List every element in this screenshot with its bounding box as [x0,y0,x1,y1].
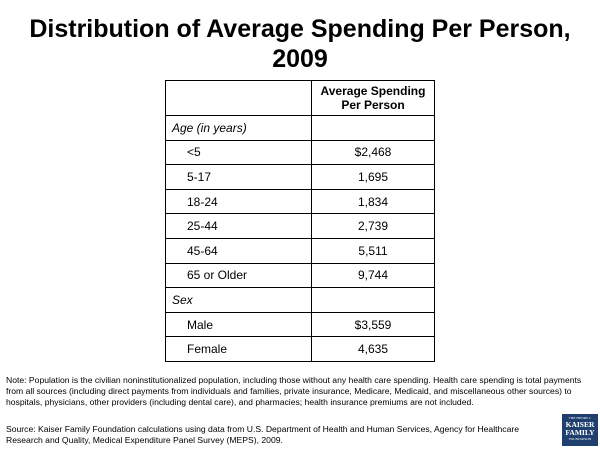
row-value: 1,695 [311,164,435,190]
row-value: 9,744 [311,262,435,289]
logo-line2a: KAISER [565,420,595,429]
kaiser-foundation-logo: THE HENRY J. KAISER FAMILY FOUNDATION [562,414,598,446]
row-group: 25-44 [165,213,312,239]
row-group: Female [165,336,312,362]
table-row: Male $3,559 [165,311,435,338]
section-row-sex: Sex [165,287,435,313]
page-title: Distribution of Average Spending Per Per… [29,15,571,73]
section-label-age: Age (in years) [165,115,312,141]
row-group: <5 [165,139,312,166]
source-note: Source: Kaiser Family Foundation calcula… [6,424,520,445]
table-header-row: Average Spending Per Person [165,80,435,116]
table-row: Female 4,635 [165,336,435,362]
logo-line3: FOUNDATION [568,437,592,441]
row-group: 5-17 [165,164,312,190]
table-row: <5 $2,468 [165,139,435,166]
row-value: 2,739 [311,213,435,239]
row-value: $3,559 [311,311,435,338]
row-value: 1,834 [311,188,435,215]
row-group: 65 or Older [165,262,312,289]
table-row: 65 or Older 9,744 [165,262,435,289]
spending-table: Average Spending Per Person Age (in year… [165,80,435,362]
logo-line2b: FAMILY [565,428,595,437]
table-row: 18-24 1,834 [165,188,435,215]
table-row: 45-64 5,511 [165,237,435,264]
section-row-age: Age (in years) [165,115,435,141]
section-empty-cell [311,115,435,141]
section-empty-cell [311,287,435,313]
table-row: 5-17 1,695 [165,164,435,190]
logo-line1: THE HENRY J. [568,416,592,420]
row-group: Male [165,311,312,338]
header-spending: Average Spending Per Person [311,80,435,116]
footnote: Note: Population is the civilian noninst… [6,375,582,407]
table-row: 25-44 2,739 [165,213,435,239]
row-group: 45-64 [165,237,312,264]
row-value: $2,468 [311,139,435,166]
section-label-sex: Sex [165,287,312,313]
row-value: 5,511 [311,237,435,264]
header-blank-cell [165,80,312,116]
row-value: 4,635 [311,336,435,362]
row-group: 18-24 [165,188,312,215]
